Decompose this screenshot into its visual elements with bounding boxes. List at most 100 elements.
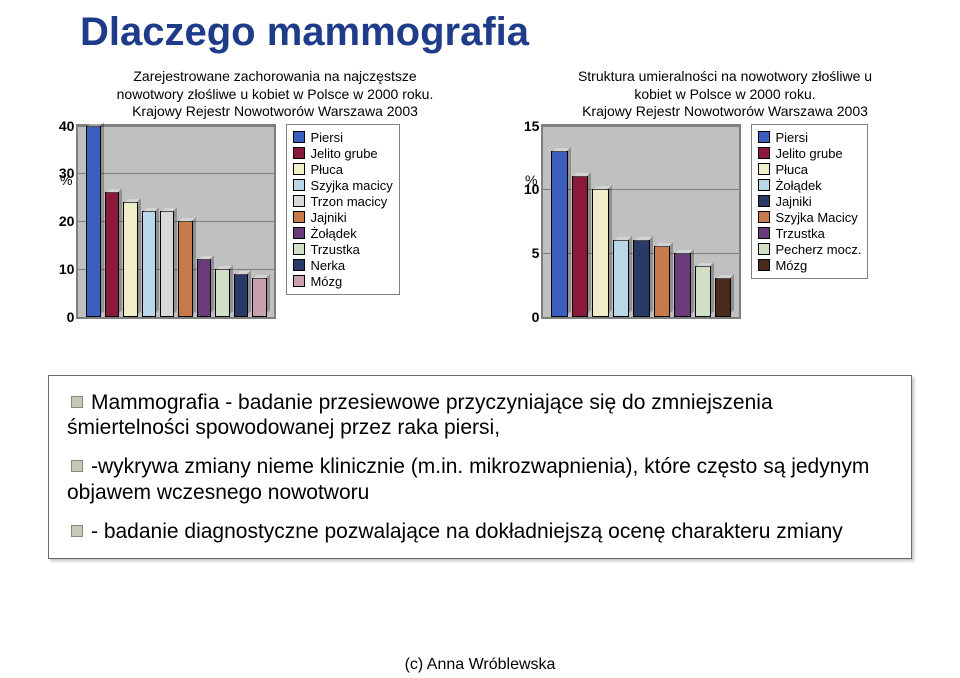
- bar: [551, 151, 567, 317]
- legend-row: Piersi: [293, 130, 392, 145]
- legend-row: Piersi: [758, 130, 861, 145]
- legend-label: Mózg: [310, 274, 342, 289]
- legend-swatch: [293, 211, 305, 223]
- legend-label: Płuca: [310, 162, 343, 177]
- para1-text: Mammografia - badanie przesiewowe przycz…: [67, 391, 773, 439]
- legend-row: Nerka: [293, 258, 392, 273]
- bars-group: [543, 151, 739, 317]
- legend-label: Żołądek: [775, 178, 821, 193]
- chart2-title-l3: Krajowy Rejestr Nowotworów Warszawa 2003: [582, 103, 868, 119]
- legend-row: Jajniki: [293, 210, 392, 225]
- chart1-title-l2: nowotwory złośliwe u kobiet w Polsce w 2…: [117, 86, 434, 102]
- legend-swatch: [293, 131, 305, 143]
- legend-swatch: [758, 211, 770, 223]
- legend-row: Szyjka Macicy: [758, 210, 861, 225]
- legend-label: Trzustka: [310, 242, 359, 257]
- chart2-title: Struktura umieralności na nowotwory złoś…: [525, 68, 925, 121]
- legend-row: Żołądek: [758, 178, 861, 193]
- bar: [633, 240, 649, 316]
- bar: [160, 211, 174, 316]
- y-tick-label: 0: [511, 309, 539, 325]
- y-tick-label: 15: [511, 118, 539, 134]
- chart1-legend: PiersiJelito grubePłucaSzyjka macicyTrzo…: [286, 124, 399, 295]
- grid-line: [78, 317, 274, 318]
- legend-label: Trzon macicy: [310, 194, 387, 209]
- legend-row: Mózg: [758, 258, 861, 273]
- y-tick-label: 30: [46, 165, 74, 181]
- chart1-title-l1: Zarejestrowane zachorowania na najczęsts…: [133, 68, 416, 84]
- legend-swatch: [293, 163, 305, 175]
- legend-label: Jelito grube: [775, 146, 842, 161]
- legend-label: Piersi: [310, 130, 343, 145]
- bar: [654, 246, 670, 316]
- legend-row: Pecherz mocz.: [758, 242, 861, 257]
- legend-swatch: [758, 227, 770, 239]
- legend-label: Jelito grube: [310, 146, 377, 161]
- bullet-icon: [71, 460, 83, 472]
- y-tick-label: 40: [46, 118, 74, 134]
- legend-label: Piersi: [775, 130, 808, 145]
- y-tick-label: 5: [511, 245, 539, 261]
- y-tick-label: 20: [46, 213, 74, 229]
- legend-row: Płuca: [293, 162, 392, 177]
- chart2-plot: 051015: [541, 124, 741, 319]
- bar: [142, 211, 156, 316]
- legend-label: Żołądek: [310, 226, 356, 241]
- para3-text: - badanie diagnostyczne pozwalające na d…: [91, 520, 843, 543]
- legend-label: Jajniki: [310, 210, 346, 225]
- legend-swatch: [293, 147, 305, 159]
- legend-label: Trzustka: [775, 226, 824, 241]
- y-tick-label: 0: [46, 309, 74, 325]
- bullet-icon: [71, 396, 83, 408]
- legend-row: Mózg: [293, 274, 392, 289]
- chart-mortality: Struktura umieralności na nowotwory złoś…: [525, 68, 925, 334]
- y-tick-label: 10: [46, 261, 74, 277]
- para-2: -wykrywa zmiany nieme klinicznie (m.in. …: [67, 454, 893, 504]
- chart1-plot: 010203040: [76, 124, 276, 319]
- description-box: Mammografia - badanie przesiewowe przycz…: [48, 375, 912, 559]
- legend-label: Nerka: [310, 258, 345, 273]
- bar: [572, 176, 588, 316]
- bar: [613, 240, 629, 316]
- bar: [215, 269, 229, 317]
- bar: [234, 274, 248, 317]
- bullet-icon: [71, 525, 83, 537]
- legend-row: Jelito grube: [758, 146, 861, 161]
- chart2-title-l2: kobiet w Polsce w 2000 roku.: [634, 86, 815, 102]
- bar: [252, 278, 266, 316]
- chart2-legend: PiersiJelito grubePłucaŻołądekJajnikiSzy…: [751, 124, 868, 279]
- chart2-title-l1: Struktura umieralności na nowotwory złoś…: [578, 68, 872, 84]
- chart1-title-l3: Krajowy Rejestr Nowotworów Warszawa 2003: [132, 103, 418, 119]
- chart-incidence: Zarejestrowane zachorowania na najczęsts…: [60, 68, 490, 334]
- legend-swatch: [758, 131, 770, 143]
- bar: [86, 126, 100, 317]
- para-1: Mammografia - badanie przesiewowe przycz…: [67, 390, 893, 440]
- bar: [105, 192, 119, 316]
- bar: [123, 202, 137, 317]
- grid-line: [543, 126, 739, 127]
- legend-swatch: [758, 195, 770, 207]
- legend-swatch: [758, 147, 770, 159]
- legend-swatch: [293, 259, 305, 271]
- bar: [197, 259, 211, 316]
- legend-label: Jajniki: [775, 194, 811, 209]
- bar: [592, 189, 608, 316]
- legend-row: Jajniki: [758, 194, 861, 209]
- footer-credit: (c) Anna Wróblewska: [0, 656, 960, 674]
- legend-swatch: [758, 259, 770, 271]
- legend-label: Szyjka Macicy: [775, 210, 857, 225]
- legend-swatch: [293, 243, 305, 255]
- bar: [715, 278, 731, 316]
- para-3: - badanie diagnostyczne pozwalające na d…: [67, 519, 893, 544]
- legend-row: Płuca: [758, 162, 861, 177]
- legend-swatch: [758, 243, 770, 255]
- legend-swatch: [758, 179, 770, 191]
- page-title: Dlaczego mammografia: [80, 10, 529, 55]
- legend-swatch: [293, 179, 305, 191]
- legend-label: Mózg: [775, 258, 807, 273]
- bar: [674, 253, 690, 317]
- legend-row: Trzustka: [758, 226, 861, 241]
- legend-row: Jelito grube: [293, 146, 392, 161]
- legend-row: Trzustka: [293, 242, 392, 257]
- y-tick-label: 10: [511, 181, 539, 197]
